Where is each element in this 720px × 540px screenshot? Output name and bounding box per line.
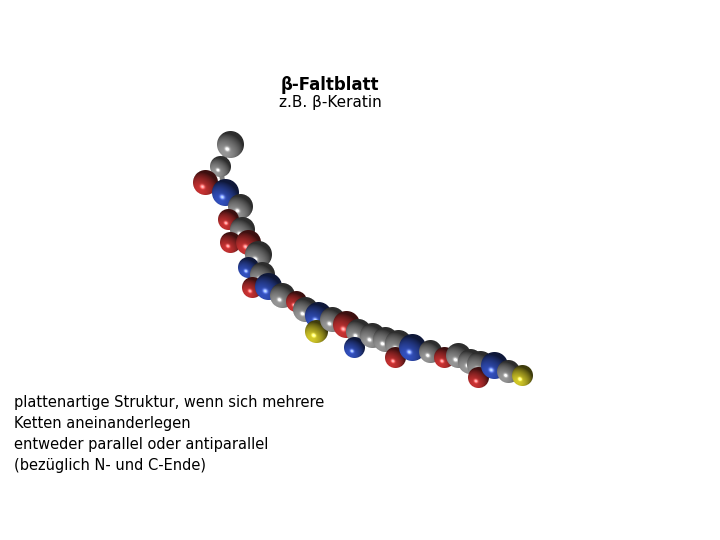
Text: plattenartige Struktur, wenn sich mehrere
Ketten aneinanderlegen
entweder parall: plattenartige Struktur, wenn sich mehrer…	[14, 395, 324, 473]
Text: z.B. β-Keratin: z.B. β-Keratin	[279, 96, 382, 111]
Text: β-Faltblatt: β-Faltblatt	[281, 76, 379, 94]
